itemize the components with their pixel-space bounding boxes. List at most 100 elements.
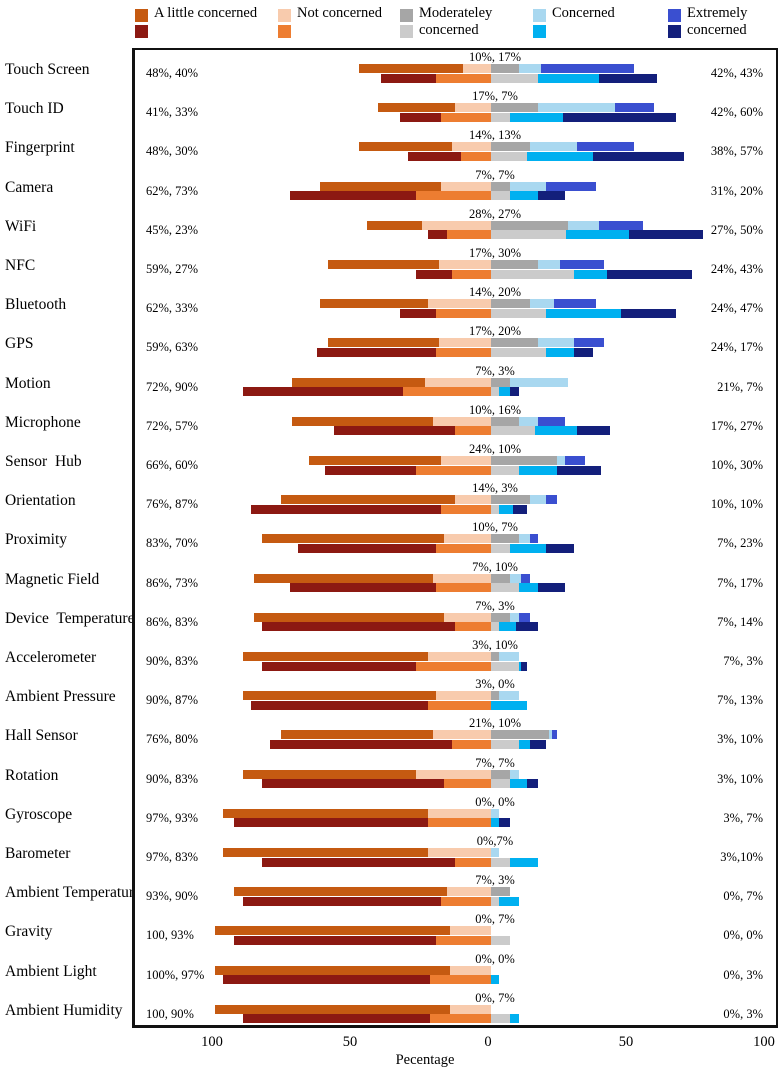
bar-segment-concerned [546,347,574,357]
bar-segment-concerned [529,299,555,309]
bar-segment-concerned [518,416,538,426]
bar-segment-concerned [518,64,541,73]
bar-segment-concerned [499,896,519,906]
bar-segment-a_little_concerned [242,691,436,701]
bar-segment-moderately_concerned [490,612,511,622]
bar-segment-a_little_concerned [242,387,403,397]
bar-segment-not_concerned [435,73,491,83]
bar-segment-a_little_concerned [377,103,456,113]
right-value-label: 7%, 14% [717,614,763,629]
bar-segment-extremely_concerned [540,64,635,73]
bar-segment-moderately_concerned [490,387,500,397]
category-label: Orientation [5,492,76,510]
bar-segment-concerned [535,426,577,436]
middle-value-label: 10%, 16% [468,402,522,417]
bar-segment-not_concerned [427,848,491,857]
bar-segment-a_little_concerned [223,808,428,818]
bar-group2 [297,543,574,553]
bar-segment-not_concerned [421,220,491,230]
bar-segment-extremely_concerned [513,504,527,514]
chart-row: 0%, 7% 100, 90% 0%, 3% [135,991,776,1030]
bar-segment-not_concerned [433,730,491,740]
bar-segment-extremely_concerned [557,465,602,475]
left-value-label: 100, 93% [146,928,194,943]
bar-segment-not_concerned [435,543,491,553]
bar-group2 [289,191,566,201]
bar-segment-extremely_concerned [598,73,657,83]
bar-segment-not_concerned [435,347,491,357]
left-value-label: 48%, 30% [146,144,199,159]
bar-segment-moderately_concerned [490,573,511,583]
bar-segment-not_concerned [449,1004,491,1014]
bar-segment-a_little_concerned [234,935,436,945]
right-value-label: 21%, 7% [717,379,763,394]
middle-value-label: 28%, 27% [468,206,522,221]
bar-segment-moderately_concerned [490,347,547,357]
category-label: Barometer [5,845,71,862]
right-value-label: 42%, 60% [710,105,763,120]
bar-segment-concerned [490,975,500,985]
bar-group2 [242,1014,519,1024]
bar-group1 [242,652,519,661]
chart-row: 10%, 7% 83%, 70% 7%, 23% [135,520,776,559]
middle-value-label: 14%, 13% [468,128,522,143]
right-value-label: 7%, 3% [723,654,763,668]
bar-segment-concerned [568,220,599,230]
bar-segment-concerned [510,612,519,622]
bar-segment-not_concerned [427,700,491,710]
group2-color-swatch [533,25,546,38]
bar-group2 [289,583,566,593]
bar-segment-extremely_concerned [529,534,538,544]
right-value-label: 0%, 3% [723,1006,763,1021]
bar-segment-moderately_concerned [490,456,558,465]
bar-segment-not_concerned [446,230,491,240]
group2-color-swatch [278,25,291,38]
bar-segment-extremely_concerned [551,730,558,740]
bar-segment-a_little_concerned [366,220,422,230]
bar-segment-concerned [510,1014,519,1024]
bar-segment-extremely_concerned [546,495,558,505]
bar-segment-not_concerned [427,818,491,828]
bar-segment-moderately_concerned [490,73,538,83]
bar-segment-not_concerned [430,975,491,985]
bar-segment-a_little_concerned [253,573,434,583]
bar-segment-not_concerned [463,64,491,73]
right-value-label: 7%, 17% [717,575,763,590]
bar-segment-moderately_concerned [490,730,549,740]
bar-segment-extremely_concerned [546,543,574,553]
chart-row: 0%, 7% 100, 93% 0%, 0% [135,912,776,951]
bar-segment-a_little_concerned [234,887,447,897]
legend-item-extremely-concerned: Extremely concerned [668,5,779,41]
bar-group2 [223,975,500,985]
bar-group1 [377,103,654,113]
bar-segment-concerned [537,260,560,269]
bar-segment-concerned [510,191,538,201]
bar-segment-not_concerned [441,896,491,906]
middle-value-label: 0%, 0% [475,951,515,966]
middle-value-label: 24%, 10% [468,442,522,456]
right-value-label: 3%, 7% [723,810,763,825]
bar-group2 [242,387,519,397]
middle-value-label: 7%, 3% [475,873,515,888]
bar-segment-extremely_concerned [606,269,693,279]
category-label: Gyroscope [5,805,73,823]
bar-segment-a_little_concerned [261,622,456,632]
bar-group1 [223,848,500,857]
right-value-label: 42%, 43% [710,66,763,80]
x-axis-tick: 0 [484,1034,492,1050]
legend-label: Moderateley concerned [419,5,493,38]
chart-row: 7%, 10% 86%, 73% 7%, 17% [135,560,776,599]
right-value-label: 3%, 10% [717,732,763,747]
bar-group2 [250,504,527,514]
x-axis-tick: 100 [201,1034,223,1050]
chart-row: 28%, 27% 45%, 23% 27%, 50% [135,207,776,246]
bar-segment-a_little_concerned [325,465,417,475]
bar-segment-concerned [565,230,629,240]
bar-segment-not_concerned [455,103,491,113]
bar-segment-not_concerned [441,456,491,465]
bar-segment-moderately_concerned [490,220,569,230]
category-label: Touch Screen [5,61,90,78]
bar-segment-extremely_concerned [537,583,566,593]
bar-segment-concerned [490,808,500,818]
category-label: Device Temperature [5,609,135,627]
